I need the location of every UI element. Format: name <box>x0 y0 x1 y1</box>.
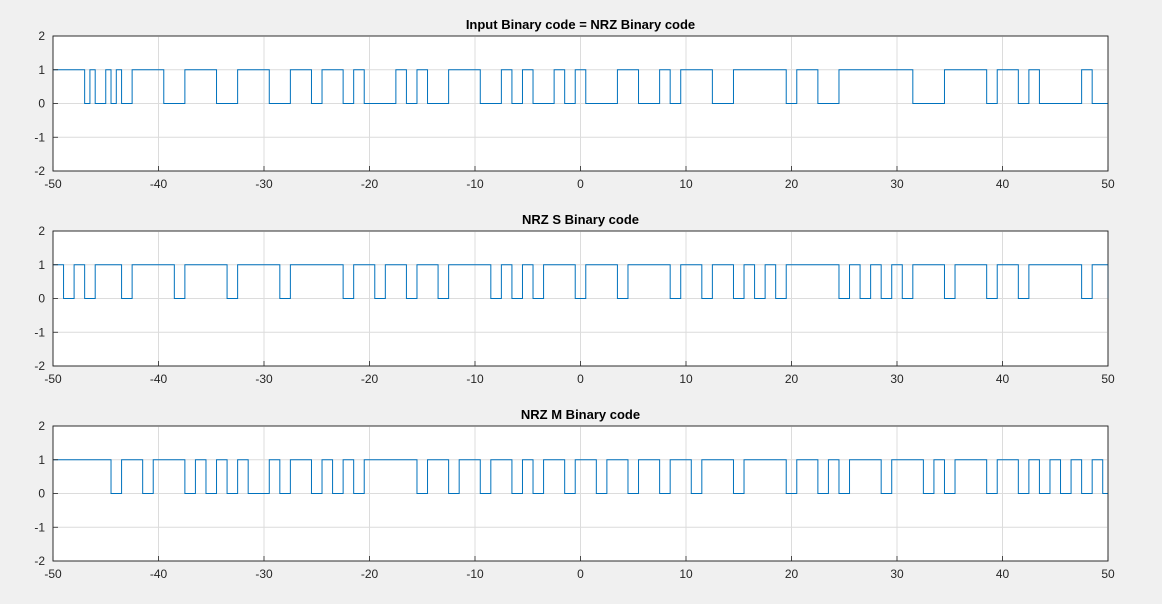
x-tick-label: -20 <box>361 567 379 581</box>
y-tick-label: -2 <box>34 359 45 373</box>
x-tick-label: 40 <box>996 372 1010 386</box>
x-tick-label: 20 <box>785 372 799 386</box>
signal-line <box>53 459 1108 494</box>
subplot-nrz-m: NRZ M Binary code -50 -40 -30 -20 -10 0 10 20 30… <box>34 407 1115 581</box>
y-tick-label: -2 <box>34 554 45 568</box>
y-tick-label: 1 <box>38 258 45 272</box>
x-tick-label: -50 <box>44 567 62 581</box>
y-tick-label: -1 <box>34 130 45 144</box>
x-tick-label: 0 <box>577 372 584 386</box>
x-tick-label: -50 <box>44 372 62 386</box>
x-tick-label: 40 <box>996 567 1010 581</box>
y-tick-label: 2 <box>38 29 45 43</box>
subplot-title: NRZ S Binary code <box>522 212 639 227</box>
y-tick-label: 1 <box>38 453 45 467</box>
x-tick-label: 40 <box>996 177 1010 191</box>
x-tick-label: -10 <box>466 177 484 191</box>
x-tick-label: 30 <box>890 372 904 386</box>
x-tick-label: -30 <box>255 372 273 386</box>
y-tick-label: 2 <box>38 224 45 238</box>
y-tick-label: -2 <box>34 164 45 178</box>
x-tick-label: 0 <box>577 567 584 581</box>
subplot-title: Input Binary code = NRZ Binary code <box>466 17 695 32</box>
x-tick-label: 10 <box>679 372 693 386</box>
y-tick-label: 1 <box>38 63 45 77</box>
x-tick-label: 50 <box>1101 177 1115 191</box>
x-tick-label: -30 <box>255 177 273 191</box>
x-tick-label: -40 <box>150 372 168 386</box>
subplot-input-nrz: Input Binary code = NRZ Binary code -50-… <box>34 17 1115 191</box>
x-tick-label: -20 <box>361 372 379 386</box>
x-tick-label: -50 <box>44 177 62 191</box>
y-tick-label: -1 <box>34 325 45 339</box>
y-tick-label: 2 <box>38 419 45 433</box>
subplot-nrz-s: NRZ S Binary code -50 -40 -30 -20 -10 0 10 20 30… <box>34 212 1115 386</box>
x-tick-label: -40 <box>150 567 168 581</box>
y-tick-label: -1 <box>34 520 45 534</box>
y-tick-label: 0 <box>38 97 45 111</box>
x-tick-label: -10 <box>466 567 484 581</box>
subplot-title: NRZ M Binary code <box>521 407 640 422</box>
x-tick-label: 10 <box>679 177 693 191</box>
x-tick-label: 30 <box>890 567 904 581</box>
y-tick-label: 0 <box>38 292 45 306</box>
x-tick-label: 50 <box>1101 567 1115 581</box>
x-tick-label: 10 <box>679 567 693 581</box>
x-tick-label: 0 <box>577 177 584 191</box>
x-tick-label: 50 <box>1101 372 1115 386</box>
x-tick-label: 30 <box>890 177 904 191</box>
signal-line <box>53 264 1109 299</box>
x-tick-label: -10 <box>466 372 484 386</box>
x-tick-label: -20 <box>361 177 379 191</box>
x-tick-label: 20 <box>785 177 799 191</box>
x-tick-label: -30 <box>255 567 273 581</box>
x-tick-label: -40 <box>150 177 168 191</box>
x-tick-label: 20 <box>785 567 799 581</box>
signal-line <box>53 69 1108 104</box>
y-tick-label: 0 <box>38 487 45 501</box>
